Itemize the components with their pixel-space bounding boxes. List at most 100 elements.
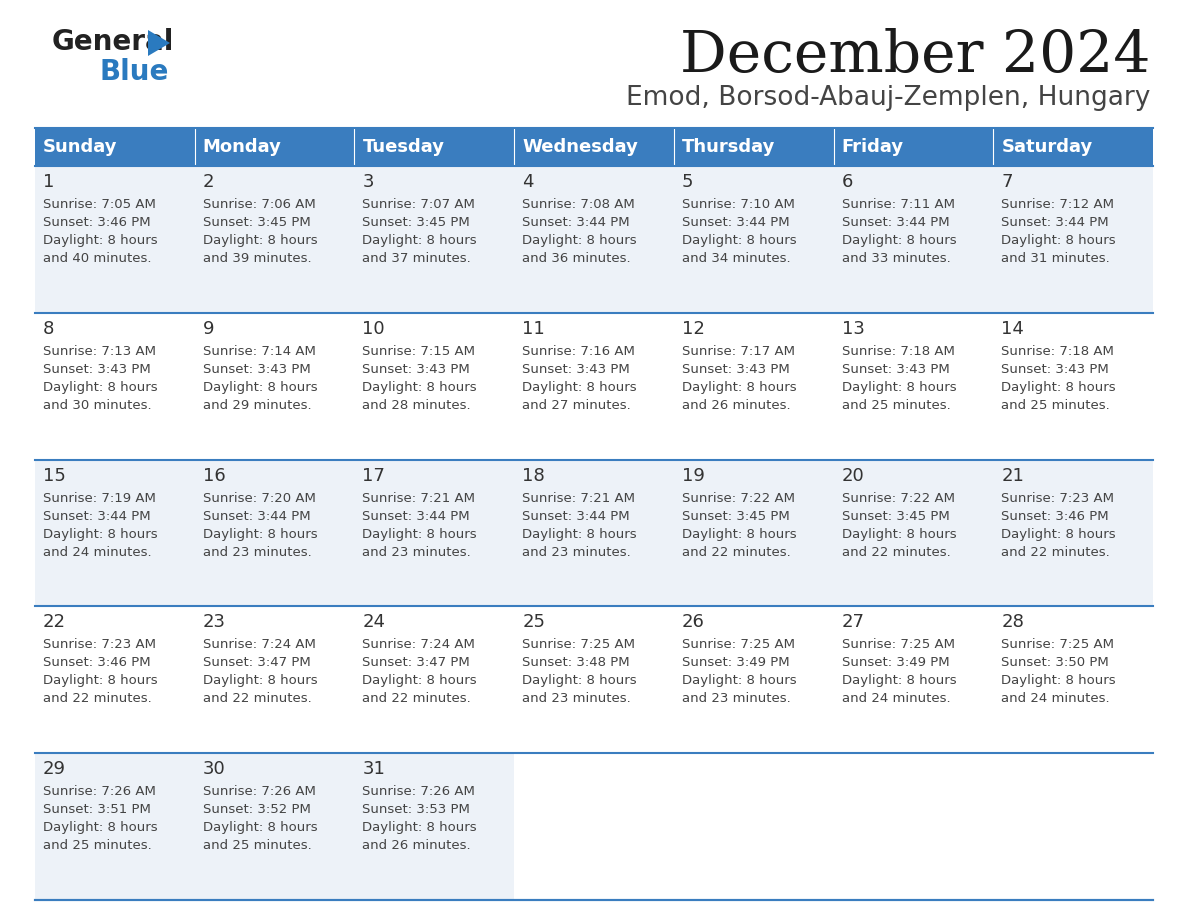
Text: 17: 17 — [362, 466, 385, 485]
Text: Sunset: 3:43 PM: Sunset: 3:43 PM — [841, 363, 949, 375]
Text: and 36 minutes.: and 36 minutes. — [523, 252, 631, 265]
Text: 5: 5 — [682, 173, 694, 191]
Text: and 33 minutes.: and 33 minutes. — [841, 252, 950, 265]
Text: 1: 1 — [43, 173, 55, 191]
Text: Sunset: 3:48 PM: Sunset: 3:48 PM — [523, 656, 630, 669]
Text: and 39 minutes.: and 39 minutes. — [203, 252, 311, 265]
Text: Sunset: 3:47 PM: Sunset: 3:47 PM — [203, 656, 310, 669]
Text: Sunset: 3:43 PM: Sunset: 3:43 PM — [1001, 363, 1110, 375]
Bar — [993, 128, 1154, 166]
Text: Sunrise: 7:13 AM: Sunrise: 7:13 AM — [43, 345, 156, 358]
Text: Sunrise: 7:26 AM: Sunrise: 7:26 AM — [203, 785, 316, 798]
Text: Daylight: 8 hours: Daylight: 8 hours — [43, 528, 158, 541]
Text: and 23 minutes.: and 23 minutes. — [203, 545, 311, 558]
Text: Sunset: 3:44 PM: Sunset: 3:44 PM — [43, 509, 151, 522]
Text: Daylight: 8 hours: Daylight: 8 hours — [682, 528, 796, 541]
Text: 4: 4 — [523, 173, 533, 191]
Text: Daylight: 8 hours: Daylight: 8 hours — [1001, 381, 1116, 394]
Text: Daylight: 8 hours: Daylight: 8 hours — [362, 822, 478, 834]
Text: Sunrise: 7:14 AM: Sunrise: 7:14 AM — [203, 345, 316, 358]
Text: and 23 minutes.: and 23 minutes. — [362, 545, 472, 558]
Text: Sunrise: 7:08 AM: Sunrise: 7:08 AM — [523, 198, 634, 211]
Text: 19: 19 — [682, 466, 704, 485]
Text: Daylight: 8 hours: Daylight: 8 hours — [43, 822, 158, 834]
Text: Sunday: Sunday — [43, 138, 118, 156]
Bar — [993, 753, 1154, 900]
Text: Sunrise: 7:19 AM: Sunrise: 7:19 AM — [43, 492, 156, 505]
Bar — [34, 460, 1154, 607]
Text: and 31 minutes.: and 31 minutes. — [1001, 252, 1110, 265]
Text: 11: 11 — [523, 319, 545, 338]
Text: and 22 minutes.: and 22 minutes. — [43, 692, 152, 705]
Bar — [34, 166, 1154, 313]
Text: Daylight: 8 hours: Daylight: 8 hours — [203, 234, 317, 247]
Text: Sunset: 3:44 PM: Sunset: 3:44 PM — [682, 216, 790, 229]
Text: 2: 2 — [203, 173, 214, 191]
Text: 24: 24 — [362, 613, 385, 632]
Text: Sunset: 3:46 PM: Sunset: 3:46 PM — [43, 216, 151, 229]
Text: Daylight: 8 hours: Daylight: 8 hours — [43, 234, 158, 247]
Bar — [34, 313, 1154, 460]
Text: and 25 minutes.: and 25 minutes. — [43, 839, 152, 852]
Text: Sunrise: 7:22 AM: Sunrise: 7:22 AM — [841, 492, 955, 505]
Text: Sunset: 3:44 PM: Sunset: 3:44 PM — [203, 509, 310, 522]
Text: Daylight: 8 hours: Daylight: 8 hours — [523, 675, 637, 688]
Text: Sunrise: 7:10 AM: Sunrise: 7:10 AM — [682, 198, 795, 211]
Text: and 27 minutes.: and 27 minutes. — [523, 398, 631, 412]
Text: Daylight: 8 hours: Daylight: 8 hours — [43, 381, 158, 394]
Text: 6: 6 — [841, 173, 853, 191]
Text: Daylight: 8 hours: Daylight: 8 hours — [682, 381, 796, 394]
Bar — [34, 128, 195, 166]
Text: Sunset: 3:43 PM: Sunset: 3:43 PM — [362, 363, 470, 375]
Text: Daylight: 8 hours: Daylight: 8 hours — [1001, 528, 1116, 541]
Text: Sunrise: 7:23 AM: Sunrise: 7:23 AM — [43, 638, 156, 652]
Bar — [34, 753, 1154, 900]
Text: 30: 30 — [203, 760, 226, 778]
Text: Sunset: 3:43 PM: Sunset: 3:43 PM — [43, 363, 151, 375]
Text: Sunrise: 7:16 AM: Sunrise: 7:16 AM — [523, 345, 636, 358]
Text: Sunrise: 7:11 AM: Sunrise: 7:11 AM — [841, 198, 955, 211]
Text: Sunset: 3:46 PM: Sunset: 3:46 PM — [43, 656, 151, 669]
Bar — [195, 128, 354, 166]
Text: and 28 minutes.: and 28 minutes. — [362, 398, 472, 412]
Text: Sunset: 3:43 PM: Sunset: 3:43 PM — [523, 363, 630, 375]
Text: Sunrise: 7:12 AM: Sunrise: 7:12 AM — [1001, 198, 1114, 211]
Text: Sunrise: 7:18 AM: Sunrise: 7:18 AM — [841, 345, 954, 358]
Text: Sunrise: 7:25 AM: Sunrise: 7:25 AM — [1001, 638, 1114, 652]
Text: Blue: Blue — [100, 58, 170, 86]
Text: Daylight: 8 hours: Daylight: 8 hours — [203, 528, 317, 541]
Text: Daylight: 8 hours: Daylight: 8 hours — [1001, 675, 1116, 688]
Bar — [674, 753, 834, 900]
Text: Sunrise: 7:06 AM: Sunrise: 7:06 AM — [203, 198, 316, 211]
Text: and 25 minutes.: and 25 minutes. — [203, 839, 311, 852]
Text: Emod, Borsod-Abauj-Zemplen, Hungary: Emod, Borsod-Abauj-Zemplen, Hungary — [626, 85, 1150, 111]
Text: and 34 minutes.: and 34 minutes. — [682, 252, 790, 265]
Text: 25: 25 — [523, 613, 545, 632]
Text: Daylight: 8 hours: Daylight: 8 hours — [362, 381, 478, 394]
Text: Tuesday: Tuesday — [362, 138, 444, 156]
Text: Sunrise: 7:15 AM: Sunrise: 7:15 AM — [362, 345, 475, 358]
Bar — [674, 128, 834, 166]
Text: Daylight: 8 hours: Daylight: 8 hours — [203, 822, 317, 834]
Text: Sunset: 3:47 PM: Sunset: 3:47 PM — [362, 656, 470, 669]
Text: Daylight: 8 hours: Daylight: 8 hours — [841, 381, 956, 394]
Text: Sunset: 3:51 PM: Sunset: 3:51 PM — [43, 803, 151, 816]
Text: Sunrise: 7:25 AM: Sunrise: 7:25 AM — [523, 638, 636, 652]
Polygon shape — [148, 30, 170, 56]
Text: and 26 minutes.: and 26 minutes. — [682, 398, 790, 412]
Text: December 2024: December 2024 — [680, 28, 1150, 84]
Bar — [514, 128, 674, 166]
Text: Sunrise: 7:07 AM: Sunrise: 7:07 AM — [362, 198, 475, 211]
Text: 9: 9 — [203, 319, 214, 338]
Text: Daylight: 8 hours: Daylight: 8 hours — [43, 675, 158, 688]
Text: 10: 10 — [362, 319, 385, 338]
Text: Sunset: 3:44 PM: Sunset: 3:44 PM — [362, 509, 470, 522]
Text: Sunrise: 7:23 AM: Sunrise: 7:23 AM — [1001, 492, 1114, 505]
Text: Daylight: 8 hours: Daylight: 8 hours — [362, 234, 478, 247]
Text: Sunrise: 7:21 AM: Sunrise: 7:21 AM — [523, 492, 636, 505]
Bar — [834, 753, 993, 900]
Text: 7: 7 — [1001, 173, 1013, 191]
Text: Sunset: 3:45 PM: Sunset: 3:45 PM — [203, 216, 310, 229]
Text: Sunrise: 7:25 AM: Sunrise: 7:25 AM — [682, 638, 795, 652]
Text: and 26 minutes.: and 26 minutes. — [362, 839, 472, 852]
